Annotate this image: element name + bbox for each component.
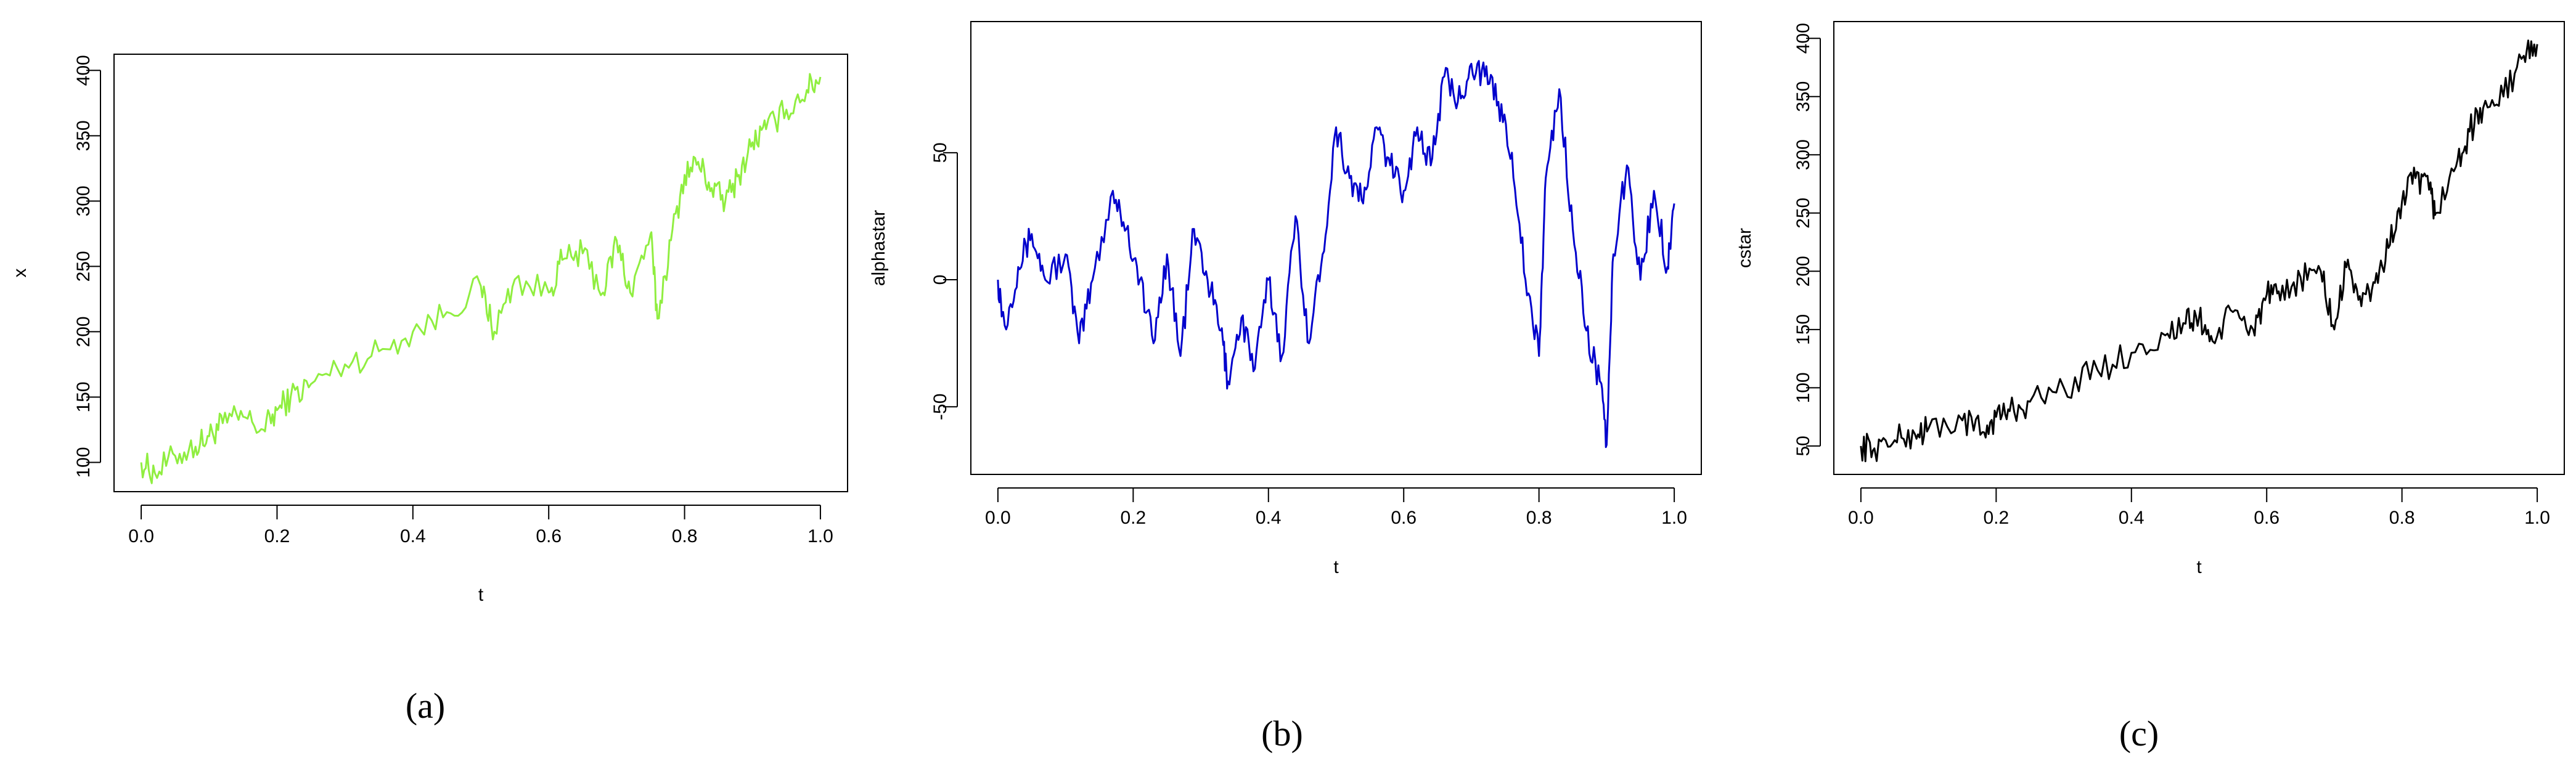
y-tick-label: 100 bbox=[1793, 372, 1813, 403]
y-axis-label: x bbox=[10, 269, 30, 278]
x-tick-label: 0.6 bbox=[536, 526, 562, 546]
y-tick-label: 400 bbox=[1793, 23, 1813, 54]
series-line bbox=[997, 60, 1675, 449]
y-axis-label: alphastar bbox=[869, 210, 889, 286]
y-tick-label: 300 bbox=[73, 185, 94, 216]
x-tick-label: 1.0 bbox=[1661, 508, 1687, 528]
x-tick-label: 0.8 bbox=[672, 526, 698, 546]
plot-frame bbox=[970, 21, 1702, 475]
x-tick-label: 0.0 bbox=[1848, 508, 1874, 528]
y-tick-label: 250 bbox=[1793, 198, 1813, 229]
x-tick-label: 0.8 bbox=[1526, 508, 1552, 528]
y-tick-label: 200 bbox=[1793, 256, 1813, 286]
y-tick-label: 350 bbox=[1793, 81, 1813, 112]
x-tick-label: 0.0 bbox=[128, 526, 154, 546]
y-tick-label: 250 bbox=[73, 251, 94, 282]
panel-caption: (a) bbox=[406, 686, 445, 726]
x-tick-label: 0.2 bbox=[1120, 508, 1146, 528]
plot-frame bbox=[113, 54, 848, 492]
panel-a: 0.0 0.2 0.4 0.6 0.8 1.0 100 150 200 250 300 350 400 t… bbox=[10, 54, 848, 726]
y-tick-label: 150 bbox=[73, 381, 94, 412]
y-tick-label: 200 bbox=[73, 316, 94, 347]
y-tick-label: 0 bbox=[930, 275, 951, 285]
x-axis-label: t bbox=[2196, 557, 2202, 577]
x-tick-label: 0.4 bbox=[400, 526, 426, 546]
series-line bbox=[1860, 39, 2538, 463]
x-tick-label: 1.0 bbox=[2524, 508, 2550, 528]
x-tick-label: 0.2 bbox=[1983, 508, 2009, 528]
panel-caption: (b) bbox=[1261, 713, 1303, 754]
y-tick-label: 350 bbox=[73, 120, 94, 151]
panel-caption: (c) bbox=[2119, 713, 2159, 754]
y-tick-label: 100 bbox=[73, 447, 94, 477]
series-line bbox=[140, 73, 822, 484]
y-tick-label: 300 bbox=[1793, 139, 1813, 170]
x-tick-label: 0.6 bbox=[1391, 508, 1417, 528]
y-tick-label: 50 bbox=[930, 142, 951, 163]
x-tick-label: 0.6 bbox=[2254, 508, 2280, 528]
x-tick-label: 0.4 bbox=[1256, 508, 1282, 528]
panel-c: 0.0 0.2 0.4 0.6 0.8 1.0 50 100 150 200 250 300 350 40… bbox=[1735, 21, 2565, 754]
x-tick-label: 0.2 bbox=[264, 526, 290, 546]
plot-frame bbox=[1833, 21, 2565, 475]
x-tick-label: 0.8 bbox=[2389, 508, 2415, 528]
x-tick-label: 0.0 bbox=[985, 508, 1011, 528]
x-tick-label: 1.0 bbox=[808, 526, 833, 546]
y-tick-label: 150 bbox=[1793, 314, 1813, 345]
x-axis-label: t bbox=[1333, 557, 1339, 577]
x-tick-label: 0.4 bbox=[2119, 508, 2145, 528]
x-axis-label: t bbox=[478, 585, 484, 605]
y-tick-label: 50 bbox=[1793, 436, 1813, 456]
y-tick-label: 400 bbox=[73, 55, 94, 86]
panel-b: 0.0 0.2 0.4 0.6 0.8 1.0 -50 0 50 t alphastar (b) bbox=[869, 21, 1702, 754]
y-tick-label: -50 bbox=[930, 394, 951, 420]
y-axis-label: cstar bbox=[1735, 228, 1755, 268]
